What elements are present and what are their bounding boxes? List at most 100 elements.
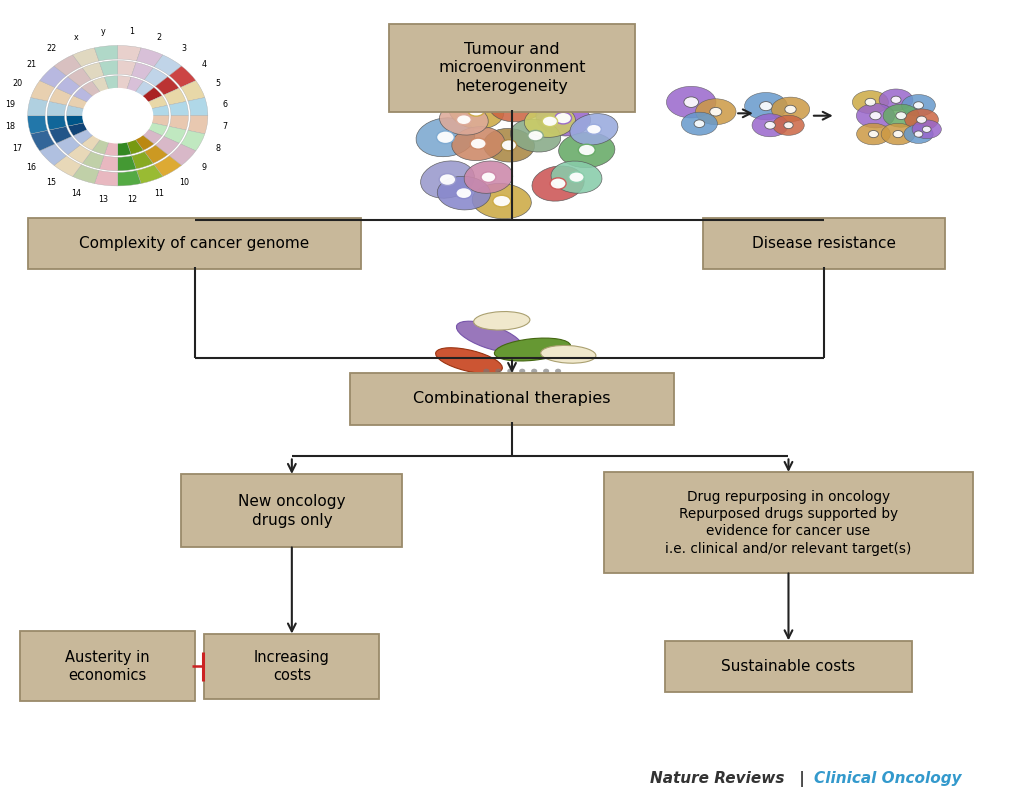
- Text: 17: 17: [12, 144, 23, 152]
- Wedge shape: [144, 68, 168, 86]
- Ellipse shape: [694, 120, 705, 128]
- Ellipse shape: [881, 124, 915, 145]
- Ellipse shape: [541, 346, 596, 363]
- Wedge shape: [56, 77, 80, 95]
- Wedge shape: [156, 136, 179, 155]
- Ellipse shape: [912, 120, 941, 139]
- Text: 13: 13: [98, 195, 109, 204]
- Ellipse shape: [470, 138, 486, 149]
- Text: 15: 15: [47, 178, 56, 188]
- Ellipse shape: [531, 166, 585, 201]
- Wedge shape: [118, 91, 126, 104]
- Ellipse shape: [773, 115, 804, 136]
- Ellipse shape: [436, 131, 455, 144]
- Ellipse shape: [452, 127, 505, 160]
- Wedge shape: [169, 144, 196, 165]
- Wedge shape: [126, 94, 140, 107]
- Wedge shape: [54, 55, 81, 76]
- Text: 10: 10: [179, 178, 188, 188]
- Wedge shape: [151, 105, 169, 116]
- Ellipse shape: [710, 108, 722, 116]
- Circle shape: [483, 369, 489, 373]
- Ellipse shape: [896, 112, 906, 120]
- Wedge shape: [99, 156, 118, 171]
- FancyBboxPatch shape: [604, 472, 973, 573]
- Wedge shape: [69, 123, 88, 136]
- Text: 19: 19: [5, 101, 15, 109]
- Ellipse shape: [771, 97, 810, 121]
- Text: y: y: [101, 27, 105, 37]
- Wedge shape: [86, 109, 102, 116]
- Text: 4: 4: [202, 60, 207, 69]
- Wedge shape: [40, 144, 67, 165]
- Wedge shape: [87, 119, 103, 128]
- Wedge shape: [126, 124, 140, 137]
- Wedge shape: [101, 92, 114, 105]
- Wedge shape: [87, 104, 103, 113]
- Wedge shape: [68, 145, 91, 164]
- Wedge shape: [188, 97, 208, 116]
- Ellipse shape: [784, 105, 797, 113]
- Wedge shape: [164, 89, 186, 105]
- Text: Complexity of cancer genome: Complexity of cancer genome: [80, 236, 309, 251]
- Wedge shape: [99, 61, 118, 76]
- Wedge shape: [169, 66, 196, 88]
- Ellipse shape: [905, 109, 938, 131]
- Text: Austerity in
economics: Austerity in economics: [66, 650, 150, 683]
- FancyBboxPatch shape: [350, 373, 674, 425]
- Text: 7: 7: [223, 122, 228, 131]
- Circle shape: [507, 369, 513, 373]
- Wedge shape: [122, 127, 133, 140]
- Wedge shape: [104, 76, 118, 90]
- Text: 8: 8: [215, 144, 220, 152]
- Circle shape: [483, 375, 489, 380]
- Text: Drug repurposing in oncology
Repurposed drugs supported by
evidence for cancer u: Drug repurposing in oncology Repurposed …: [666, 490, 911, 555]
- Ellipse shape: [587, 124, 601, 134]
- Wedge shape: [73, 48, 99, 67]
- Ellipse shape: [416, 118, 475, 156]
- Ellipse shape: [502, 140, 516, 151]
- Ellipse shape: [893, 131, 903, 138]
- Wedge shape: [82, 81, 100, 97]
- Ellipse shape: [695, 99, 736, 124]
- Ellipse shape: [555, 113, 571, 124]
- Wedge shape: [92, 139, 109, 154]
- Wedge shape: [131, 152, 154, 169]
- Ellipse shape: [524, 105, 575, 137]
- Wedge shape: [169, 116, 188, 130]
- Ellipse shape: [783, 122, 794, 128]
- Ellipse shape: [468, 104, 484, 117]
- Text: 2: 2: [157, 33, 162, 42]
- Text: 9: 9: [202, 163, 207, 172]
- Text: New oncology
drugs only: New oncology drugs only: [239, 494, 345, 527]
- Wedge shape: [129, 122, 145, 133]
- Wedge shape: [180, 130, 205, 151]
- Wedge shape: [95, 94, 110, 107]
- Wedge shape: [118, 61, 136, 76]
- Ellipse shape: [509, 98, 525, 109]
- Wedge shape: [133, 109, 150, 116]
- FancyBboxPatch shape: [28, 218, 361, 269]
- Ellipse shape: [914, 131, 923, 137]
- Wedge shape: [68, 68, 91, 86]
- Wedge shape: [69, 96, 88, 109]
- Circle shape: [507, 375, 513, 380]
- Wedge shape: [164, 126, 186, 144]
- Wedge shape: [40, 66, 67, 88]
- Wedge shape: [132, 104, 148, 113]
- Ellipse shape: [474, 311, 529, 330]
- Ellipse shape: [865, 98, 876, 106]
- Ellipse shape: [472, 184, 531, 219]
- Wedge shape: [104, 141, 118, 156]
- Wedge shape: [132, 119, 148, 128]
- Wedge shape: [47, 101, 67, 116]
- Circle shape: [543, 369, 549, 373]
- FancyBboxPatch shape: [19, 631, 195, 701]
- Wedge shape: [67, 116, 85, 126]
- Wedge shape: [188, 116, 208, 134]
- Ellipse shape: [495, 338, 570, 361]
- Ellipse shape: [579, 144, 595, 156]
- Ellipse shape: [457, 115, 471, 124]
- Wedge shape: [82, 62, 104, 80]
- Ellipse shape: [493, 196, 511, 207]
